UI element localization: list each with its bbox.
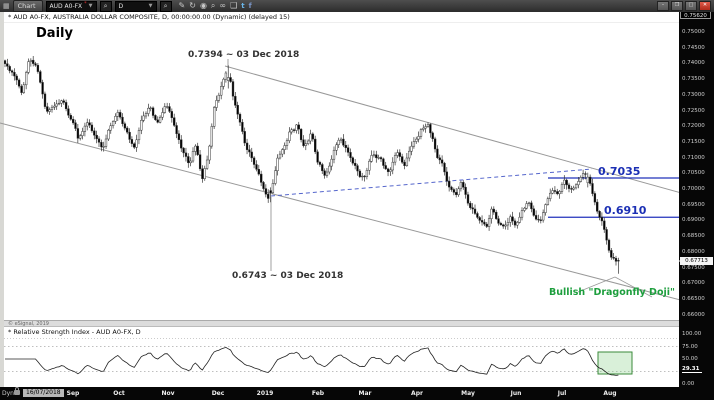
rsi-tick: 75.00 <box>682 343 698 350</box>
price-tick: 0.66500 <box>682 295 705 302</box>
price-tick: 0.73500 <box>682 76 705 83</box>
price-tick: 0.70000 <box>682 186 705 192</box>
app-icon: ▦ <box>3 1 10 10</box>
price-tick: 0.67500 <box>682 264 705 271</box>
price-tick: 0.68000 <box>682 248 705 255</box>
record-icon[interactable]: ◉ <box>199 1 207 10</box>
refresh-icon[interactable]: ↻ <box>189 1 196 10</box>
price-tick: 0.70500 <box>682 170 705 177</box>
price-tick: 0.69500 <box>682 201 705 208</box>
month-label: Jul <box>557 390 567 397</box>
minimize-button[interactable]: – <box>657 1 669 11</box>
symbol-alert-badge: * <box>84 1 87 7</box>
month-label: May <box>461 390 475 397</box>
data-vendor-watermark: © eSignal, 2019 <box>8 321 49 327</box>
month-label: 2019 <box>256 390 274 397</box>
tab-chart[interactable]: Chart <box>12 0 43 12</box>
chevron-down-icon: ▼ <box>148 3 153 9</box>
panel-splitter[interactable]: © eSignal, 2019 <box>4 320 679 327</box>
restore-button[interactable]: ❐ <box>671 1 683 11</box>
interval-search-button[interactable]: ⌕ <box>159 0 172 12</box>
price-tick: 0.72000 <box>682 123 705 130</box>
price-tick: 0.66000 <box>682 311 705 318</box>
chevron-down-icon: ▼ <box>88 3 93 9</box>
price-tick: 0.68500 <box>682 233 705 240</box>
price-tick: 0.74500 <box>682 44 705 51</box>
symbol-combo-value: AUD A0-FX <box>49 2 83 10</box>
month-label: Aug <box>603 390 617 397</box>
resistance-level-label-2: 0.6910 <box>604 204 647 217</box>
price-tick: 0.74000 <box>682 60 705 67</box>
window-controls: – ❐ □ ✕ <box>657 1 711 11</box>
resistance-level-label-1: 0.7035 <box>598 165 641 178</box>
time-axis-bar[interactable]: Dyn 16/07/2018 Sep Oct Nov Dec 2019 Feb Mar Apr… <box>0 387 714 400</box>
last-price-tag: 0.67713 <box>679 256 713 265</box>
interval-combo[interactable]: D ▼ <box>114 0 157 12</box>
month-label: Dec <box>211 390 225 397</box>
left-gutter <box>0 12 4 400</box>
axis-top-tag: 0.75620 <box>680 11 711 19</box>
price-tick: 0.73000 <box>682 91 705 98</box>
zoom-icon[interactable]: ⌕ <box>210 1 216 10</box>
price-axis[interactable]: 0.75620 0.67713 0.75000 0.74500 0.74000 0.7… <box>679 10 714 387</box>
close-button[interactable]: ✕ <box>699 1 711 11</box>
price-tick: 0.75000 <box>682 29 705 35</box>
link-icon[interactable]: ∞ <box>219 1 227 10</box>
month-label: Feb <box>311 390 325 397</box>
comment-icon[interactable]: ❑ <box>230 1 238 10</box>
symbol-combo[interactable]: AUD A0-FX * ▼ <box>45 0 97 12</box>
twitter-icon[interactable]: t <box>241 2 245 10</box>
month-label: Nov <box>161 390 175 397</box>
price-tick: 0.71500 <box>682 138 705 145</box>
start-date-tag: 16/07/2018 <box>23 389 64 397</box>
price-tick: 0.71000 <box>682 154 705 161</box>
lock-icon <box>14 387 20 395</box>
price-tick: 0.72500 <box>682 107 705 114</box>
rsi-current-value-tick: 29.31 <box>682 366 702 374</box>
pencil-icon[interactable]: ✎ <box>178 1 186 10</box>
rsi-tick: 100.00 <box>682 331 702 337</box>
facebook-icon[interactable]: f <box>248 2 252 10</box>
price-tick: 0.67000 <box>682 280 705 287</box>
rsi-panel-header: * Relative Strength Index - AUD A0-FX, D <box>4 327 679 338</box>
symbol-search-button[interactable]: ⌕ <box>99 0 112 12</box>
month-label: Apr <box>411 390 423 397</box>
rsi-tick: 50.00 <box>682 356 698 362</box>
price-tick: 0.69000 <box>682 217 705 224</box>
interval-combo-value: D <box>118 2 124 10</box>
swing-high-annotation: 0.7394 ~ 03 Dec 2018 <box>188 50 300 60</box>
month-label: Mar <box>358 390 372 397</box>
chart-title-header: * AUD A0-FX, AUSTRALIA DOLLAR COMPOSITE,… <box>4 12 679 23</box>
month-label: Sep <box>66 390 80 397</box>
swing-low-annotation: 0.6743 ~ 03 Dec 2018 <box>232 271 344 281</box>
title-bar: ▦ Chart AUD A0-FX * ▼ ⌕ D ▼ ⌕ ✎ ↻ ◉ ⌕ ∞ ❑ t f –… <box>0 0 714 12</box>
price-and-rsi-plot[interactable] <box>0 0 680 387</box>
timeframe-label: Daily <box>36 26 73 41</box>
dynamic-mode-label: Dyn <box>2 390 14 397</box>
month-label: Jun <box>510 390 522 397</box>
rsi-tick: 0.00 <box>682 381 695 387</box>
maximize-button[interactable]: □ <box>685 1 697 11</box>
month-label: Oct <box>113 390 125 397</box>
toolbar-icons: ✎ ↻ ◉ ⌕ ∞ ❑ t f <box>179 1 252 11</box>
candle-pattern-annotation: Bullish "Dragonfly Doji" <box>549 287 675 298</box>
